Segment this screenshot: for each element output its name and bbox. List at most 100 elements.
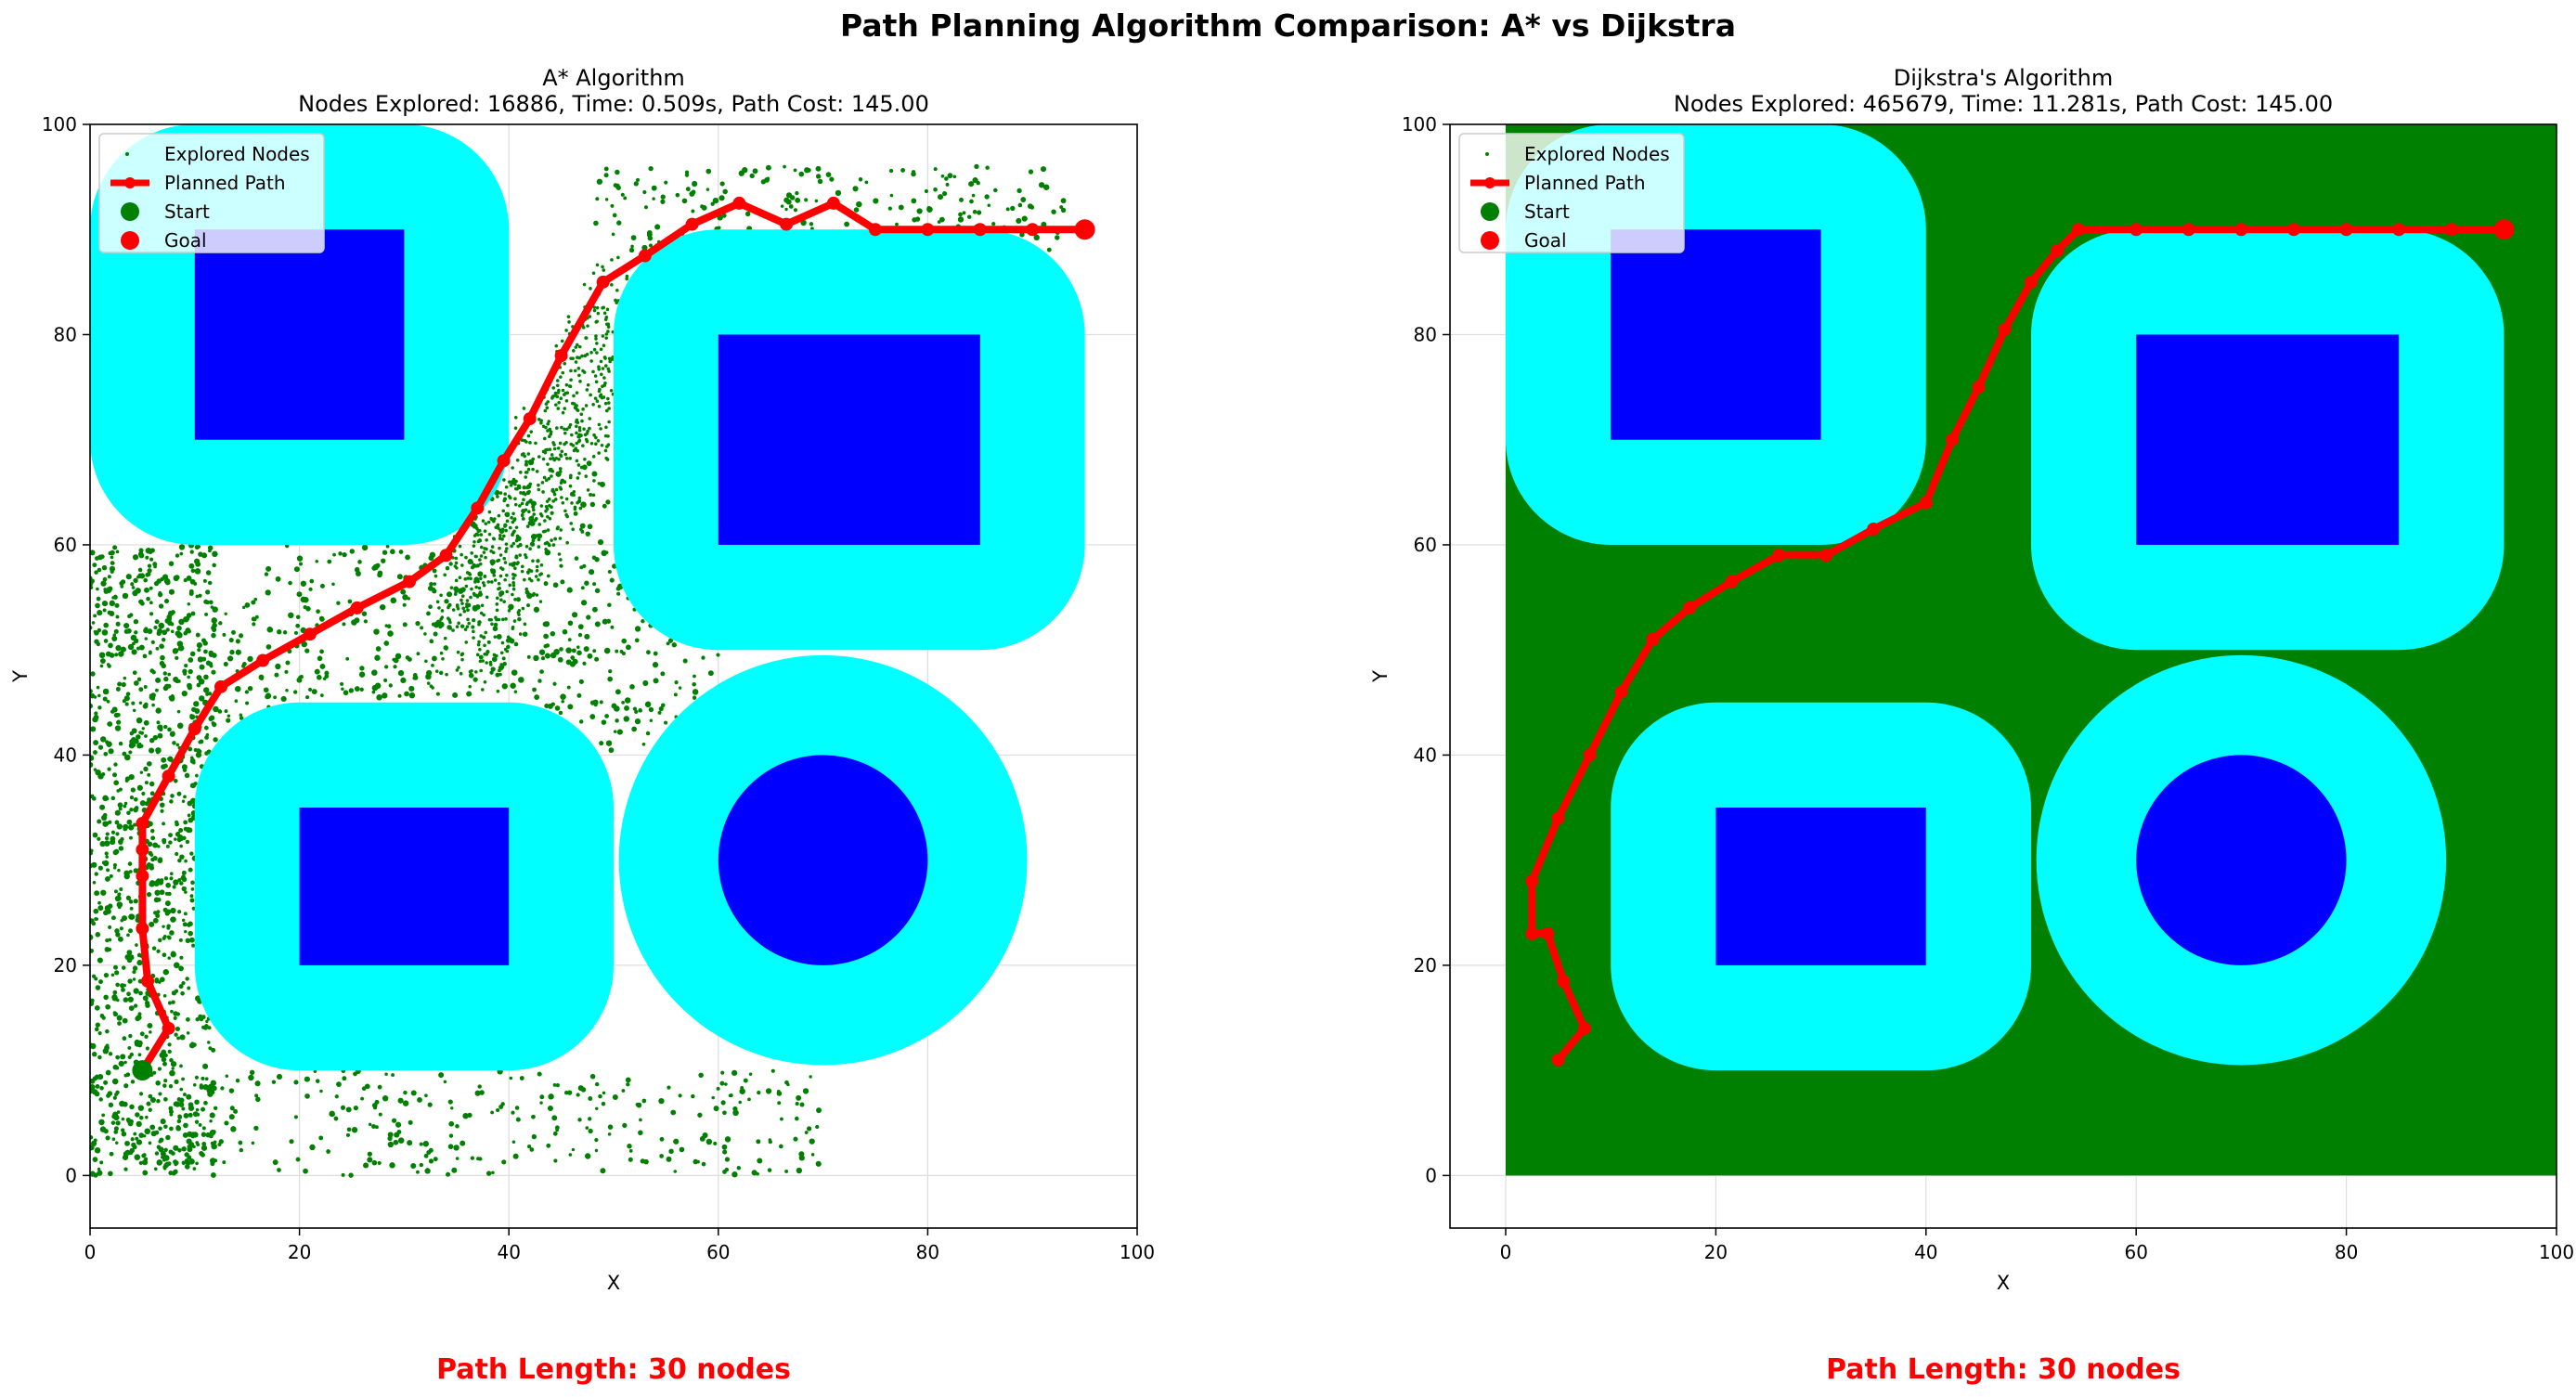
explored-node — [520, 453, 524, 457]
explored-node — [402, 622, 408, 627]
path-node — [1026, 223, 1040, 237]
explored-node — [439, 651, 444, 655]
explored-node — [924, 188, 929, 194]
explored-node — [481, 581, 485, 585]
explored-node — [559, 647, 563, 652]
explored-node — [546, 574, 550, 578]
explored-node — [427, 1102, 433, 1107]
explored-node — [495, 617, 498, 622]
explored-node — [113, 762, 118, 767]
explored-node — [524, 475, 528, 479]
explored-node — [589, 569, 595, 576]
explored-node — [551, 499, 555, 503]
explored-node — [575, 420, 578, 424]
explored-node — [125, 1072, 131, 1078]
explored-node — [445, 565, 450, 571]
explored-node — [575, 424, 578, 429]
explored-node — [577, 428, 582, 433]
explored-node — [112, 862, 117, 868]
explored-node — [90, 1001, 95, 1006]
explored-node — [114, 653, 119, 657]
explored-node — [498, 491, 503, 495]
explored-node — [514, 538, 519, 543]
explored-node — [458, 544, 462, 549]
explored-node — [147, 761, 152, 767]
explored-node — [678, 1093, 682, 1098]
explored-node — [198, 740, 202, 744]
explored-node — [196, 675, 202, 680]
explored-node — [199, 695, 205, 702]
explored-node — [374, 654, 381, 661]
explored-node — [531, 1114, 536, 1119]
explored-node — [282, 630, 288, 635]
explored-node — [351, 619, 357, 626]
explored-node — [524, 471, 528, 474]
explored-node — [555, 1083, 560, 1088]
explored-node — [177, 910, 182, 914]
explored-node — [559, 375, 563, 379]
explored-node — [170, 916, 176, 923]
explored-node — [319, 616, 325, 622]
explored-node — [531, 467, 535, 472]
explored-node — [477, 622, 481, 627]
explored-node — [265, 565, 272, 572]
explored-node — [136, 677, 142, 682]
explored-node — [130, 787, 136, 793]
path-node — [136, 817, 149, 831]
explored-node — [112, 1111, 119, 1118]
explored-node — [133, 618, 139, 625]
explored-node — [201, 1126, 206, 1131]
explored-node — [111, 635, 118, 641]
explored-node — [434, 574, 438, 578]
explored-node — [573, 511, 578, 516]
explored-node — [174, 989, 179, 993]
explored-node — [652, 662, 659, 668]
explored-node — [707, 670, 714, 677]
explored-node — [113, 889, 118, 894]
explored-node — [105, 651, 111, 657]
explored-node — [460, 552, 463, 557]
explored-node — [511, 541, 516, 546]
explored-node — [187, 602, 191, 606]
explored-node — [195, 1107, 200, 1112]
explored-node — [602, 268, 606, 272]
explored-node — [173, 1145, 179, 1151]
explored-node — [97, 567, 102, 573]
explored-node — [149, 1124, 156, 1131]
explored-node — [132, 670, 137, 676]
explored-node — [546, 514, 550, 519]
explored-node — [720, 1070, 725, 1075]
explored-node — [107, 1091, 113, 1096]
explored-node — [367, 1151, 372, 1157]
explored-node — [491, 1171, 495, 1175]
explored-node — [594, 1081, 600, 1087]
explored-node — [497, 513, 501, 518]
explored-node — [580, 1087, 587, 1093]
explored-node — [490, 562, 495, 566]
explored-node — [592, 347, 597, 352]
explored-node — [96, 685, 100, 690]
explored-node — [133, 988, 139, 994]
explored-node — [110, 555, 114, 560]
explored-node — [817, 178, 823, 185]
explored-node — [161, 663, 166, 669]
explored-node — [144, 1128, 151, 1135]
explored-node — [597, 539, 604, 546]
explored-node — [131, 728, 137, 734]
explored-node — [589, 287, 592, 291]
explored-node — [239, 716, 244, 720]
explored-node — [228, 637, 234, 643]
explored-node — [454, 578, 459, 583]
explored-node — [602, 395, 606, 399]
explored-node — [532, 687, 537, 692]
explored-node — [90, 755, 95, 761]
obstacle-rect — [1715, 808, 1926, 965]
explored-node — [113, 1130, 119, 1134]
explored-node — [602, 376, 606, 380]
explored-node — [113, 1126, 119, 1132]
explored-node — [462, 609, 467, 614]
explored-node — [816, 1107, 822, 1114]
explored-node — [105, 1003, 111, 1010]
explored-node — [189, 757, 196, 764]
